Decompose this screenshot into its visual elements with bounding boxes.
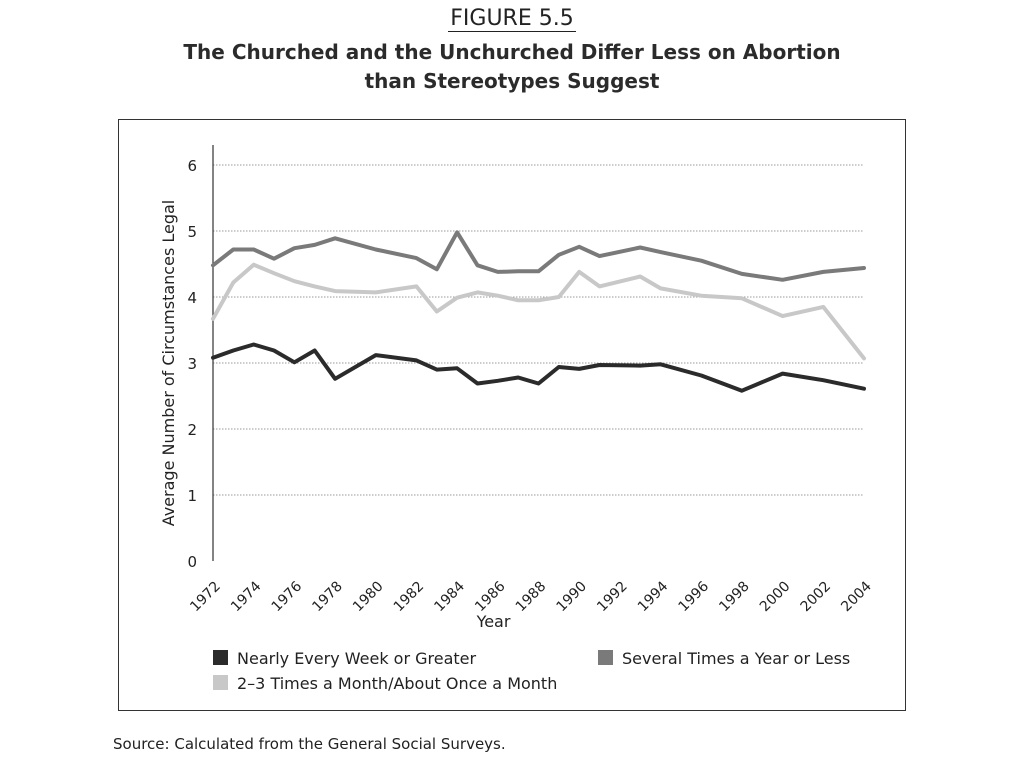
x-tick-label: 1988: [513, 579, 550, 616]
series-line-3: [211, 230, 866, 282]
y-tick-label: 1: [187, 487, 197, 505]
x-tick-label: 1980: [350, 579, 387, 616]
legend-swatch-1: [213, 650, 228, 665]
x-tick-label: 1992: [594, 579, 631, 616]
x-tick-label: 1998: [716, 579, 753, 616]
chart-frame: 0 1 2 3 4 5 6 1972 1974 1976 1978 1980 1982 1984 1986 1…: [118, 119, 906, 711]
y-tick-label: 2: [187, 421, 197, 439]
figure-label: FIGURE 5.5: [448, 6, 576, 32]
x-tick-label: 1972: [187, 579, 224, 616]
source-note: Source: Calculated from the General Soci…: [113, 735, 506, 753]
x-tick-label: 1976: [269, 578, 306, 615]
x-tick-label: 1994: [635, 578, 672, 615]
chart-title-line-2: than Stereotypes Suggest: [364, 69, 660, 93]
x-tick-label: 1978: [309, 579, 346, 616]
y-tick-label: 6: [187, 157, 197, 175]
legend-swatch-3: [598, 650, 613, 665]
y-tick-label: 5: [187, 223, 197, 241]
x-tick-label: 1982: [391, 579, 428, 616]
x-axis-label: Year: [476, 612, 511, 631]
legend-label-3: Several Times a Year or Less: [622, 649, 850, 668]
legend-label-2: 2–3 Times a Month/About Once a Month: [237, 674, 557, 693]
x-tick-label: 1990: [554, 579, 591, 616]
y-axis-label: Average Number of Circumstances Legal: [159, 200, 178, 527]
x-tick-label: 2000: [757, 579, 794, 616]
x-tick-label: 1974: [228, 578, 265, 615]
y-tick-label: 0: [187, 553, 197, 571]
series-line-1: [211, 342, 866, 393]
x-tick-label: 2002: [798, 579, 835, 616]
legend-label-1: Nearly Every Week or Greater: [237, 649, 477, 668]
y-tick-label: 4: [187, 289, 197, 307]
chart-title-line-1: The Churched and the Unchurched Differ L…: [183, 40, 841, 64]
x-tick-label: 1986: [472, 578, 509, 615]
y-tick-label: 3: [187, 355, 197, 373]
series-line-2: [211, 262, 866, 361]
x-tick-label: 2004: [838, 578, 875, 615]
x-tick-label: 1984: [431, 578, 468, 615]
legend-swatch-2: [213, 675, 228, 690]
x-tick-label: 1996: [676, 578, 713, 615]
